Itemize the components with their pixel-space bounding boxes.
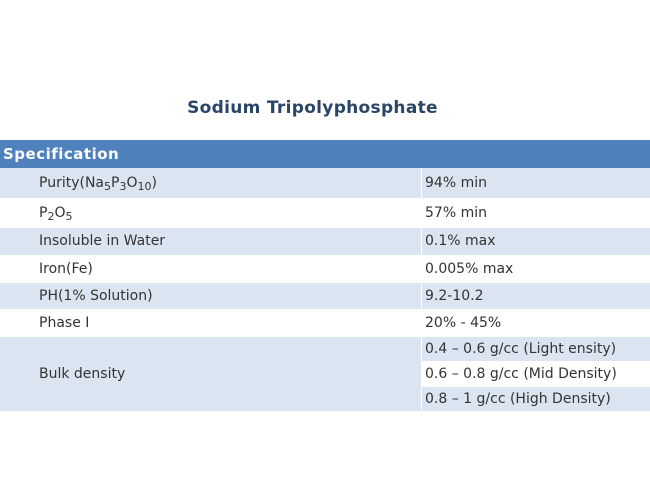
label-text: O <box>54 204 66 221</box>
spec-value: 0.1% max <box>421 227 650 256</box>
label-text: P <box>111 174 120 191</box>
spec-label: Phase I <box>0 309 422 337</box>
spec-label: Bulk density <box>0 336 422 412</box>
label-text: O <box>126 174 138 191</box>
spec-value: 9.2-10.2 <box>421 282 650 310</box>
subscript: 2 <box>47 209 55 223</box>
label-text: Iron(Fe) <box>39 260 93 277</box>
table-row: 0.6 – 0.8 g/cc (Mid Density) <box>0 361 650 387</box>
subscript: 3 <box>119 179 127 193</box>
table-row: P2O5 57% min <box>0 198 650 228</box>
spec-value: 20% - 45% <box>421 309 650 337</box>
table-row: 0.8 – 1 g/cc (High Density) <box>0 386 650 412</box>
label-text: P <box>39 204 48 221</box>
label-text: PH(1% Solution) <box>39 287 153 304</box>
subscript: 5 <box>104 179 112 193</box>
label-text: ) <box>151 174 157 191</box>
table-row: Bulk density 0.4 – 0.6 g/cc (Light ensity… <box>0 336 650 412</box>
spec-value: 0.8 – 1 g/cc (High Density) <box>421 386 650 412</box>
label-text: Insoluble in Water <box>39 233 166 249</box>
table-header: Specification <box>0 140 650 168</box>
spec-value: 0.005% max <box>421 255 650 283</box>
table-row: Phase I 20% - 45% <box>0 309 650 337</box>
label-text: Bulk density <box>39 365 126 382</box>
spec-label: P2O5 <box>0 198 422 228</box>
label-text: Phase I <box>39 314 90 331</box>
spec-label: Iron(Fe) <box>0 255 422 283</box>
table-row: PH(1% Solution) 9.2-10.2 <box>0 282 650 310</box>
spec-value: 94% min <box>421 168 650 199</box>
spec-value: 57% min <box>421 198 650 228</box>
label-text: Purity(Na <box>39 174 105 191</box>
table-body: Purity(Na5P3O10) 94% min P2O5 57% min Insolu… <box>0 168 650 412</box>
spec-table: Specification Purity(Na5P3O10) 94% min P2O… <box>0 140 650 412</box>
table-row: Iron(Fe) 0.005% max <box>0 255 650 283</box>
subscript: 10 <box>137 179 152 193</box>
header-row: Specification <box>0 140 650 168</box>
spec-label: Purity(Na5P3O10) <box>0 168 422 199</box>
table-row: Insoluble in Water 0.1% max <box>0 227 650 256</box>
table-row: Purity(Na5P3O10) 94% min <box>0 168 650 199</box>
spec-label: PH(1% Solution) <box>0 282 422 310</box>
spec-label: Insoluble in Water <box>0 227 422 256</box>
page-title: Sodium Tripolyphosphate <box>187 98 438 118</box>
spec-value: 0.4 – 0.6 g/cc (Light ensity) <box>421 336 650 362</box>
subscript: 5 <box>65 209 73 223</box>
spec-value: 0.6 – 0.8 g/cc (Mid Density) <box>421 361 650 387</box>
